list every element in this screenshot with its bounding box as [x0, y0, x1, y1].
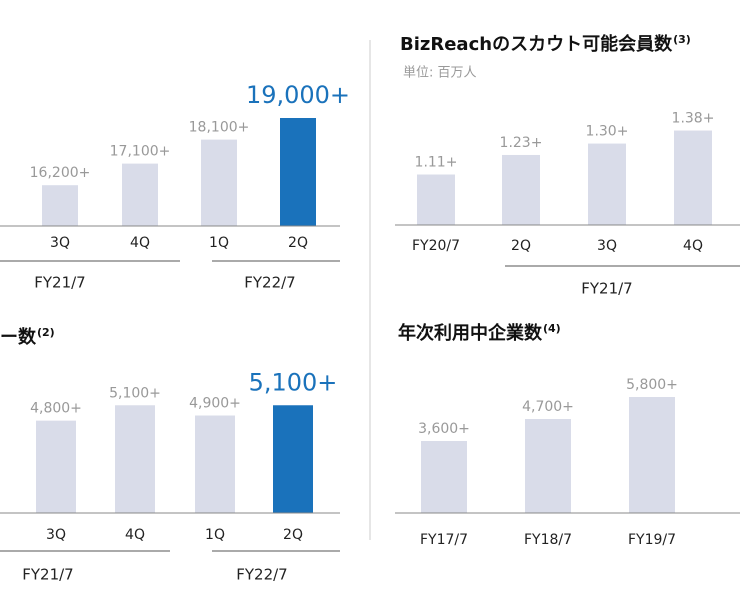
bar: [195, 415, 235, 513]
x-tick-label: 4Q: [683, 238, 703, 254]
value-label: 18,100+: [189, 120, 250, 136]
value-label: 1.38+: [672, 111, 715, 127]
bar: [115, 405, 155, 513]
group-label: FY22/7: [236, 566, 287, 584]
value-label: 5,800+: [626, 377, 678, 393]
bar: [122, 163, 158, 226]
value-label: 4,800+: [30, 401, 82, 417]
value-label: 19,000+: [246, 81, 350, 109]
x-tick-label: 1Q: [209, 235, 229, 251]
x-tick-label: FY18/7: [524, 532, 572, 548]
chart-subtitle: 単位: 百万人: [403, 65, 477, 81]
x-tick-label: FY17/7: [420, 532, 468, 548]
value-label: 3,600+: [418, 421, 470, 437]
bar: [502, 154, 540, 225]
value-label: 5,100+: [109, 385, 161, 401]
chart-title: BizReachのスカウト可能会員数: [400, 33, 673, 55]
bar: [421, 441, 467, 513]
bar: [201, 139, 237, 226]
x-tick-label: 3Q: [50, 235, 70, 251]
value-label: 1.11+: [415, 155, 458, 171]
bar: [629, 397, 675, 513]
bar: [273, 405, 313, 513]
bar: [674, 130, 712, 225]
chart: 年次利用中企業数 (4) 3,600+ FY17/7 4,700+ FY18/7 5,800…: [395, 322, 740, 548]
value-label: 1.30+: [586, 124, 629, 140]
title-note: (2): [37, 326, 55, 339]
group-label: FY21/7: [34, 274, 85, 292]
x-tick-label: 1Q: [205, 527, 225, 543]
group-label: FY21/7: [581, 280, 632, 298]
value-label: 4,900+: [189, 396, 241, 412]
group-label: FY22/7: [244, 274, 295, 292]
x-tick-label: FY19/7: [628, 532, 676, 548]
title-note: (3): [673, 33, 691, 46]
x-tick-label: 4Q: [130, 235, 150, 251]
x-tick-label: 4Q: [125, 527, 145, 543]
x-tick-label: FY20/7: [412, 238, 460, 254]
x-tick-label: 3Q: [597, 238, 617, 254]
x-tick-label: 3Q: [46, 527, 66, 543]
title-note: (4): [543, 322, 561, 335]
value-label: 1.23+: [500, 135, 543, 151]
bar: [42, 185, 78, 226]
value-label: 16,200+: [30, 165, 91, 181]
value-label: 4,700+: [522, 399, 574, 415]
bar: [588, 143, 626, 225]
bar: [280, 118, 316, 226]
chart-title: ー数: [0, 326, 37, 348]
bar: [36, 420, 76, 513]
x-tick-label: 2Q: [511, 238, 531, 254]
chart: ー数 (2) 4,800+ 3Q 5,100+ 4Q 4,900+ 1Q 5,100+ 2Q FY2…: [0, 326, 340, 584]
x-tick-label: 2Q: [288, 235, 308, 251]
bar: [417, 174, 455, 225]
group-label: FY21/7: [22, 566, 73, 584]
chart: BizReachのスカウト可能会員数 (3) 単位: 百万人 1.11+ FY20/7 1…: [395, 33, 740, 298]
bar: [525, 419, 571, 513]
value-label: 5,100+: [249, 368, 338, 396]
value-label: 17,100+: [110, 144, 171, 160]
chart: 16,200+ 3Q 17,100+ 4Q 18,100+ 1Q 19,000+ 2Q FY21…: [0, 81, 350, 292]
x-tick-label: 2Q: [283, 527, 303, 543]
chart-title: 年次利用中企業数: [398, 322, 543, 344]
